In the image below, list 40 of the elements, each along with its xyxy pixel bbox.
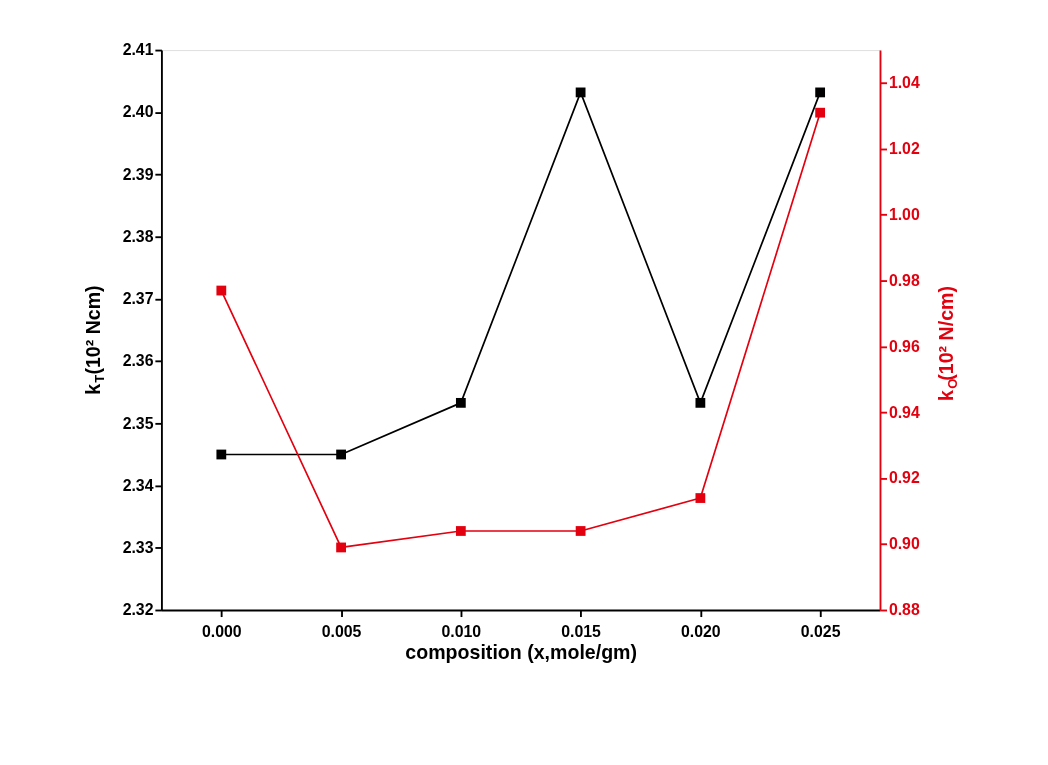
y2-tick-label: 0.90: [888, 535, 920, 553]
y-tick-label: 2.33: [122, 538, 154, 556]
x-tick-label: 0.010: [441, 622, 482, 640]
y2-tick-label: 0.92: [888, 469, 920, 487]
y-tick-label: 2.37: [122, 290, 154, 308]
y2-tick-label: 0.98: [888, 271, 920, 289]
y-tick-label: 2.41: [122, 41, 154, 59]
y2-tick-label: 1.00: [888, 205, 920, 223]
y2-tick-label: 0.94: [888, 403, 920, 421]
y-axis-title: kT(10² Ncm): [81, 285, 107, 395]
point: [575, 526, 586, 536]
point: [216, 449, 227, 460]
point: [455, 397, 466, 408]
x-tick-label: 0.020: [681, 622, 721, 640]
point: [695, 397, 706, 408]
y-tick-label: 2.35: [122, 414, 154, 432]
y-tick-label: 2.34: [122, 476, 154, 494]
x-tick-label: 0.005: [321, 622, 362, 640]
y-tick-label: 2.39: [122, 165, 154, 183]
point: [336, 449, 346, 460]
x-tick-label: 0.000: [201, 622, 242, 640]
point: [815, 107, 826, 118]
y2-tick-label: 1.04: [888, 74, 920, 92]
point: [455, 526, 466, 536]
y-tick-label: 2.36: [122, 352, 154, 370]
y2-tick-label: 0.88: [888, 601, 920, 619]
point: [336, 542, 346, 553]
y2-tick-label: 1.02: [888, 140, 920, 158]
y-tick-label: 2.38: [122, 227, 154, 245]
y-tick-label: 2.40: [122, 103, 154, 121]
point: [575, 87, 586, 98]
point: [216, 285, 227, 296]
y-tick-label: 2.32: [122, 601, 154, 619]
point: [695, 493, 706, 503]
y2-axis-title: kO(10² N/cm): [934, 286, 960, 401]
x-tick-label: 0.025: [800, 622, 841, 640]
x-tick-label: 0.015: [561, 622, 602, 640]
y2-tick-label: 0.96: [888, 337, 920, 355]
point: [815, 87, 826, 98]
x-axis-title: composition (x,mole/gm): [405, 641, 638, 664]
